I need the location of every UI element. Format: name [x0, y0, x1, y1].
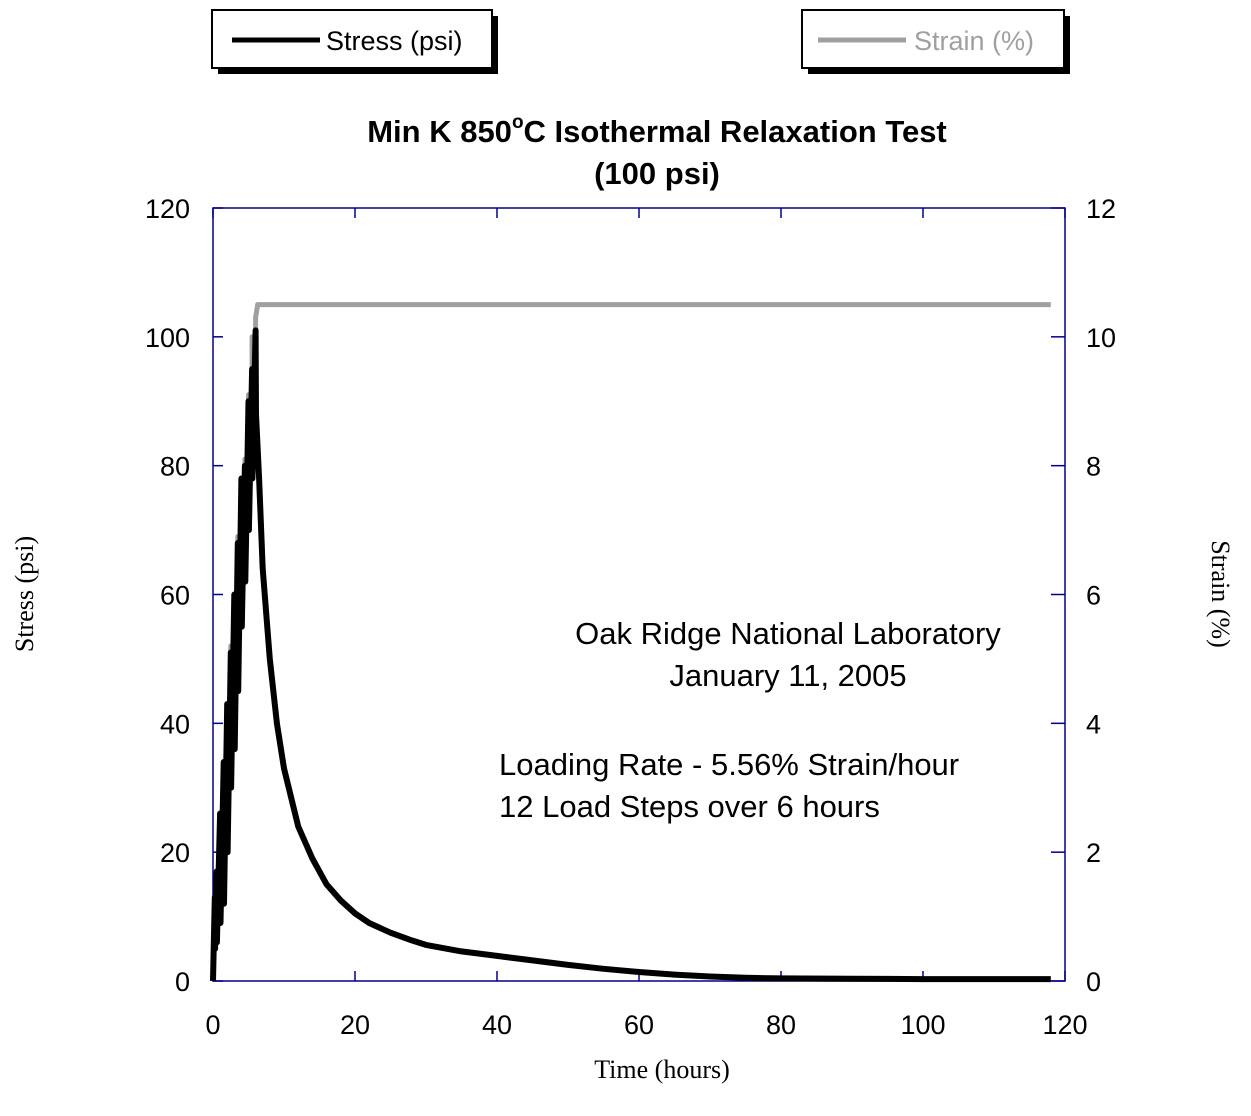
- chart-title-main: Min K 850: [367, 114, 512, 149]
- x-tick-label-6: 120: [1042, 1010, 1087, 1040]
- x-tick-label-1: 20: [340, 1010, 370, 1040]
- chart-title: Min K 850oC Isothermal Relaxation Test: [367, 112, 947, 149]
- annotation-date: January 11, 2005: [669, 658, 906, 693]
- y2-tick-label-3: 6: [1086, 581, 1101, 611]
- y2-tick-label-4: 8: [1086, 452, 1101, 482]
- annotation-lab: Oak Ridge National Laboratory: [575, 616, 1001, 651]
- y-tick-label-0: 0: [175, 967, 190, 997]
- y2-axis-title: Strain (%): [1206, 540, 1235, 648]
- legend-stress-label: Stress (psi): [326, 26, 463, 56]
- x-tick-label-2: 40: [482, 1010, 512, 1040]
- y-tick-label-2: 40: [160, 709, 190, 739]
- legend-strain-label: Strain (%): [914, 26, 1034, 56]
- y2-tick-label-5: 10: [1086, 323, 1116, 353]
- series-layer: [210, 302, 1051, 983]
- y-tick-label-4: 80: [160, 452, 190, 482]
- chart-subtitle: (100 psi): [594, 156, 720, 191]
- chart-title-suffix: C Isothermal Relaxation Test: [524, 114, 947, 149]
- y2-tick-label-2: 4: [1086, 709, 1101, 739]
- x-tick-label-3: 60: [624, 1010, 654, 1040]
- axis-ticks: 0 20 40 60 80 100 120 0 20 40 60 80 100 120 0 2 4 6 8 10 12: [145, 194, 1116, 1040]
- y2-tick-label-0: 0: [1086, 967, 1101, 997]
- x-tick-label-0: 0: [205, 1010, 220, 1040]
- x-tick-label-5: 100: [900, 1010, 945, 1040]
- annotation-loading-rate: Loading Rate - 5.56% Strain/hour: [499, 747, 959, 782]
- y-tick-label-1: 20: [160, 838, 190, 868]
- y-axis-title: Stress (psi): [10, 536, 39, 652]
- y2-tick-label-1: 2: [1086, 838, 1101, 868]
- legend-strain: Strain (%): [801, 9, 1070, 74]
- annotation-load-steps: 12 Load Steps over 6 hours: [499, 789, 880, 824]
- x-tick-label-4: 80: [766, 1010, 796, 1040]
- plot-frame: [212, 207, 1066, 982]
- y-tick-label-5: 100: [145, 323, 190, 353]
- legend-stress: Stress (psi): [211, 9, 498, 74]
- chart-title-degree: o: [512, 112, 524, 133]
- x-axis-title: Time (hours): [594, 1055, 730, 1084]
- y-tick-label-6: 120: [145, 194, 190, 224]
- y-tick-label-3: 60: [160, 581, 190, 611]
- y2-tick-label-6: 12: [1086, 194, 1116, 224]
- series-stress-line: [210, 327, 1051, 983]
